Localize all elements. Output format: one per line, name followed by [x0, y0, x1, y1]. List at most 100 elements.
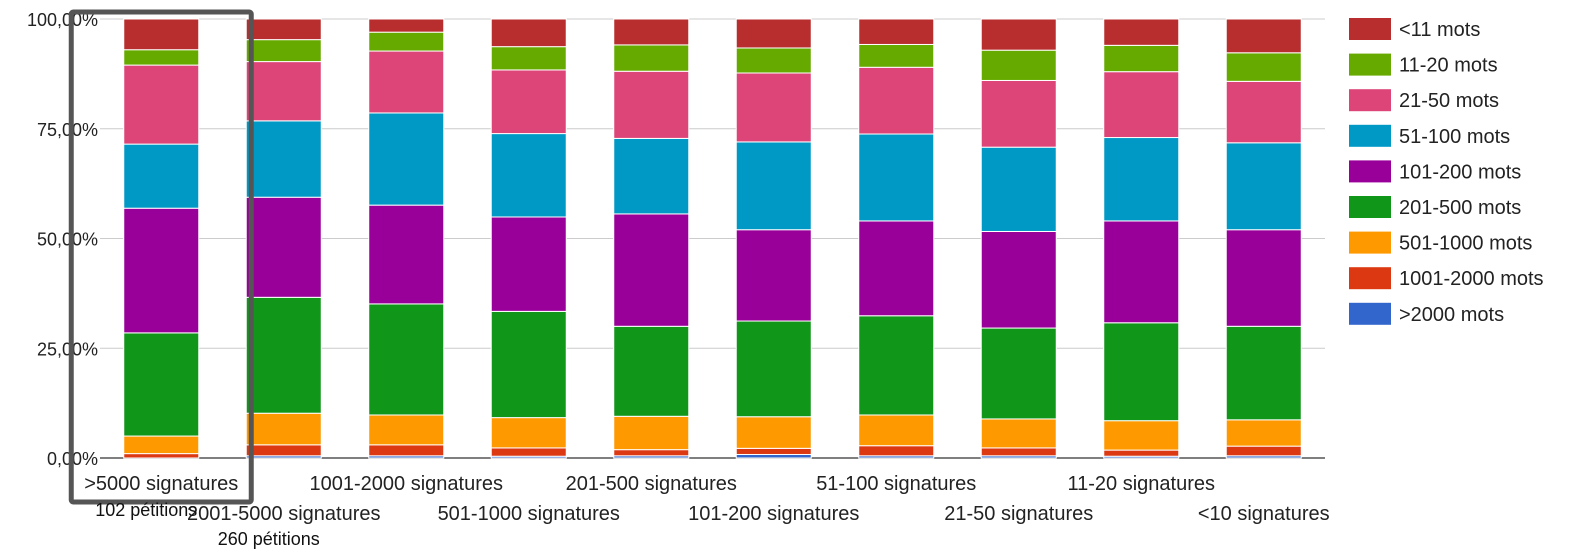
bar-segment-1001-2000-mots [368, 444, 445, 457]
bar-segment-101-200-mots [613, 213, 690, 327]
bar-segment-101-200-mots [980, 230, 1057, 329]
bar-segment-11-20-mots [123, 49, 200, 66]
bar-segment-501-1000-mots [613, 415, 690, 451]
bar-segment-21-50-mots [245, 61, 322, 122]
legend-label: 21-50 mots [1399, 90, 1499, 112]
bar-segment-51-100-mots [1103, 137, 1180, 222]
x-tick-label: 51-100 signatures [816, 473, 976, 495]
legend-swatch-1001-2000-mots [1349, 267, 1391, 290]
bar-segment-51-100-mots [858, 133, 935, 222]
bar-segment-101-200-mots [1103, 220, 1180, 324]
y-tick-label: 100,00% [27, 10, 98, 30]
bar-segment-101-200-mots [490, 216, 567, 312]
legend-label: 11-20 mots [1399, 55, 1498, 77]
bar-segment-2000-mots [735, 453, 812, 459]
bar-segment-201-500-mots [490, 310, 567, 419]
bar-segment-11-20-mots [1103, 44, 1180, 73]
bar-segment-201-500-mots [368, 303, 445, 416]
y-tick-label: 75,00% [37, 120, 98, 140]
x-tick-label: 501-1000 signatures [438, 503, 620, 525]
bar-segment-201-500-mots [123, 332, 200, 437]
bar-segment-501-1000-mots [490, 417, 567, 449]
bar-segment-11-mots [368, 18, 445, 33]
bar-segment-11-mots [1103, 18, 1180, 46]
bar-segment-101-200-mots [368, 204, 445, 305]
bar-segment-11-20-mots [490, 46, 567, 71]
legend-swatch-201-500-mots [1349, 196, 1391, 218]
bar-segment-11-20-mots [245, 39, 322, 63]
bar-segment-51-100-mots [613, 137, 690, 215]
legend-label: 501-1000 mots [1399, 233, 1532, 255]
bar-segment-21-50-mots [368, 50, 445, 114]
bar-segment-1001-2000-mots [613, 449, 690, 457]
bar-segment-51-100-mots [980, 146, 1057, 232]
bar-segment-51-100-mots [735, 141, 812, 231]
bar-segment-1001-2000-mots [1103, 449, 1180, 457]
x-tick-label: <10 signatures [1198, 503, 1330, 525]
bar-segment-51-100-mots [123, 143, 200, 209]
bar-segment-501-1000-mots [858, 414, 935, 447]
legend-label: <11 mots [1399, 19, 1480, 41]
bar-segment-1001-2000-mots [980, 447, 1057, 457]
y-axis: 0,00%25,00%50,00%75,00%100,00% [27, 10, 98, 469]
bar-segment-21-50-mots [858, 66, 935, 135]
bar-segment-21-50-mots [735, 72, 812, 143]
bar-segment-11-20-mots [980, 49, 1057, 81]
bar-segment-1001-2000-mots [1225, 445, 1302, 457]
bars [123, 18, 1302, 459]
legend-label: 101-200 mots [1399, 161, 1521, 183]
bar-segment-501-1000-mots [980, 418, 1057, 449]
bar-segment-501-1000-mots [123, 435, 200, 455]
highlight-box [68, 9, 254, 505]
x-tick-label: 101-200 signatures [688, 503, 859, 525]
bar-segment-1001-2000-mots [123, 453, 200, 459]
legend-swatch-2000-mots [1349, 302, 1391, 325]
x-tick-label: 201-500 signatures [566, 473, 737, 495]
bar-segment-1001-2000-mots [490, 447, 567, 457]
bar-segment-1001-2000-mots [858, 445, 935, 457]
bar-segment-501-1000-mots [1103, 420, 1180, 451]
x-tick-label: 11-20 signatures [1068, 473, 1216, 495]
legend-label: 1001-2000 mots [1399, 268, 1544, 290]
x-tick-label: >5000 signatures [84, 473, 238, 495]
bar-segment-11-20-mots [858, 43, 935, 68]
bar-segment-1001-2000-mots [735, 447, 812, 455]
bar-segment-11-mots [123, 18, 200, 51]
x-tick-label: 21-50 signatures [944, 503, 1093, 525]
bar-segment-51-100-mots [368, 112, 445, 206]
bar-segment-21-50-mots [490, 69, 567, 135]
bar-segment-201-500-mots [980, 327, 1057, 420]
annotations: 102 pétitions 260 pétitions [68, 9, 320, 549]
legend: <11 mots 11-20 mots 21-50 mots 51-100 mots 1… [1349, 18, 1544, 326]
bar-segment-101-200-mots [858, 220, 935, 317]
bar-segment-11-20-mots [613, 44, 690, 72]
bar-segment-11-mots [490, 18, 567, 48]
bar-segment-101-200-mots [1225, 229, 1302, 327]
legend-swatch-11-20-mots [1349, 53, 1391, 76]
bar-segment-101-200-mots [245, 196, 322, 298]
bar-segment-501-1000-mots [368, 414, 445, 446]
bar-segment-11-mots [1225, 18, 1302, 54]
bar-segment-101-200-mots [123, 207, 200, 334]
bar-segment-201-500-mots [1225, 325, 1302, 421]
bar-segment-11-20-mots [1225, 52, 1302, 82]
bar-segment-201-500-mots [735, 320, 812, 418]
bar-segment-201-500-mots [245, 296, 322, 414]
x-tick-label: 1001-2000 signatures [310, 473, 503, 495]
bar-segment-21-50-mots [613, 70, 690, 139]
bar-segment-501-1000-mots [245, 412, 322, 446]
bar-segment-21-50-mots [123, 64, 200, 145]
legend-swatch-21-50-mots [1349, 89, 1391, 112]
bar-segment-21-50-mots [1103, 71, 1180, 139]
bar-segment-21-50-mots [1225, 80, 1302, 144]
legend-swatch-101-200-mots [1349, 160, 1391, 183]
annotation-petitions: 260 pétitions [218, 529, 320, 549]
legend-swatch-51-100-mots [1349, 124, 1391, 147]
bar-segment-51-100-mots [1225, 142, 1302, 231]
x-axis: >5000 signatures 2001-5000 signatures 1001… [84, 473, 1329, 525]
bar-segment-21-50-mots [980, 79, 1057, 148]
bar-segment-11-mots [613, 18, 690, 46]
x-tick-label: 2001-5000 signatures [187, 503, 380, 525]
legend-swatch-11-mots [1349, 18, 1391, 40]
legend-label: 51-100 mots [1399, 126, 1510, 148]
